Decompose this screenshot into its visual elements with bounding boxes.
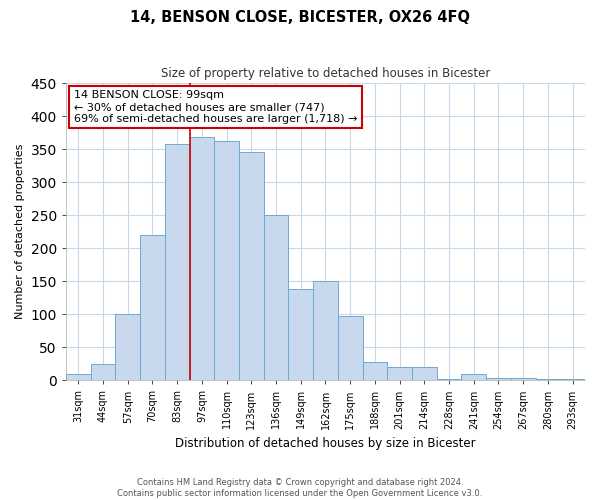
Bar <box>313 281 338 380</box>
Bar <box>214 140 239 380</box>
Bar <box>536 379 560 380</box>
Bar <box>486 378 511 380</box>
Bar <box>91 364 115 380</box>
Bar <box>437 379 461 380</box>
Title: Size of property relative to detached houses in Bicester: Size of property relative to detached ho… <box>161 68 490 80</box>
Bar <box>387 367 412 380</box>
Bar <box>239 152 263 380</box>
Bar <box>338 316 362 380</box>
Bar <box>165 144 190 380</box>
Text: 14 BENSON CLOSE: 99sqm
← 30% of detached houses are smaller (747)
69% of semi-de: 14 BENSON CLOSE: 99sqm ← 30% of detached… <box>74 90 357 124</box>
X-axis label: Distribution of detached houses by size in Bicester: Distribution of detached houses by size … <box>175 437 476 450</box>
Bar <box>461 374 486 380</box>
Bar <box>263 215 289 380</box>
Bar <box>412 367 437 380</box>
Bar <box>140 235 165 380</box>
Bar <box>511 378 536 380</box>
Bar <box>66 374 91 380</box>
Bar <box>289 289 313 380</box>
Bar <box>362 362 387 380</box>
Bar <box>190 137 214 380</box>
Bar <box>560 379 585 380</box>
Text: Contains HM Land Registry data © Crown copyright and database right 2024.
Contai: Contains HM Land Registry data © Crown c… <box>118 478 482 498</box>
Bar <box>115 314 140 380</box>
Y-axis label: Number of detached properties: Number of detached properties <box>15 144 25 320</box>
Text: 14, BENSON CLOSE, BICESTER, OX26 4FQ: 14, BENSON CLOSE, BICESTER, OX26 4FQ <box>130 10 470 25</box>
